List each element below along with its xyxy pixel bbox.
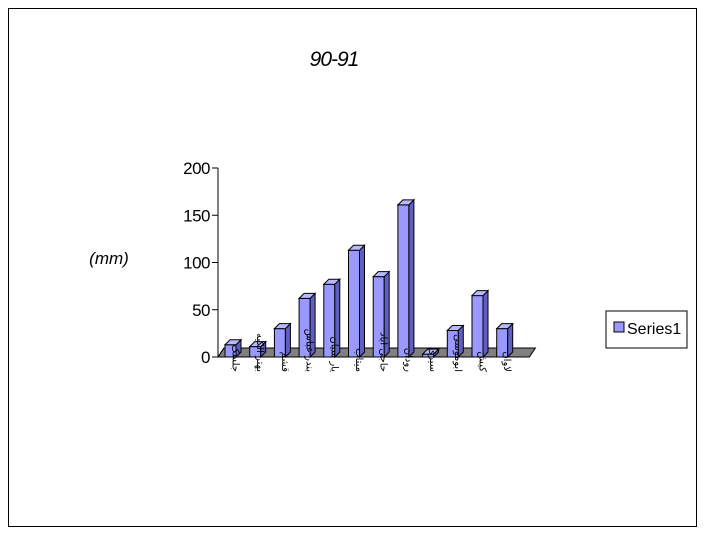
x-tick-label: یار سیان xyxy=(328,336,339,372)
x-tick-label: جلسک xyxy=(230,345,241,372)
x-tick-label: قشم xyxy=(279,352,290,373)
bar xyxy=(297,292,317,359)
axes xyxy=(217,168,225,358)
x-tick-label: حاجی آباد xyxy=(378,332,391,372)
bar xyxy=(470,289,490,359)
category-labels: جلسک بهتر الكیه قشم بندر عباس یار سیان میتاب ح… xyxy=(230,329,513,373)
x-tick-label: سیری xyxy=(427,347,438,372)
bar xyxy=(371,270,391,359)
bar xyxy=(495,322,514,359)
axis-depth-line xyxy=(217,347,225,358)
x-tick-label: ابوموسی xyxy=(452,334,463,372)
bar-side xyxy=(408,198,415,359)
x-tick-label: بهتر الكیه xyxy=(254,333,265,372)
bar-front xyxy=(471,295,484,358)
x-tick-label: لاوان xyxy=(501,351,512,372)
bar-top xyxy=(495,323,514,330)
bar-top xyxy=(470,290,490,297)
bar-front xyxy=(397,204,410,358)
bar xyxy=(223,338,243,359)
legend: Series1 xyxy=(605,310,688,349)
bar-top xyxy=(446,325,465,332)
x-tick-label: میتاب xyxy=(353,348,364,372)
bar-top xyxy=(223,339,243,346)
x-tick-label: بندر عباس xyxy=(304,329,315,372)
bar xyxy=(446,324,465,359)
bar-side xyxy=(359,244,365,359)
legend-swatch xyxy=(613,321,625,333)
bar-top xyxy=(248,341,267,348)
y-ticks: 0 50 100 150 200 xyxy=(183,159,218,367)
x-tick-label: رودان xyxy=(402,348,413,372)
bar xyxy=(347,244,366,359)
bar xyxy=(273,322,292,359)
bars xyxy=(223,198,514,359)
y-tick-label: 150 xyxy=(183,206,210,225)
bar-front xyxy=(348,249,360,358)
y-tick-label: 50 xyxy=(192,301,210,320)
bar-top xyxy=(396,199,416,206)
bar xyxy=(421,347,440,359)
bar xyxy=(322,278,342,359)
bar xyxy=(396,198,416,359)
bar-top xyxy=(421,348,440,355)
bar-top xyxy=(322,278,342,285)
bar-top xyxy=(371,271,391,278)
x-tick-label: کیش xyxy=(477,351,488,372)
y-tick-label: 0 xyxy=(201,348,210,367)
y-axis-label: (mm) xyxy=(89,249,129,268)
bar-top xyxy=(273,323,292,330)
bar-side xyxy=(482,289,489,359)
chart-title: 90-91 xyxy=(310,48,359,71)
y-tick-label: 200 xyxy=(183,159,210,178)
y-tick-label: 100 xyxy=(183,254,210,273)
legend-label: Series1 xyxy=(627,321,681,338)
bar xyxy=(248,340,267,359)
bar-top xyxy=(297,292,317,299)
bar-top xyxy=(347,244,366,251)
